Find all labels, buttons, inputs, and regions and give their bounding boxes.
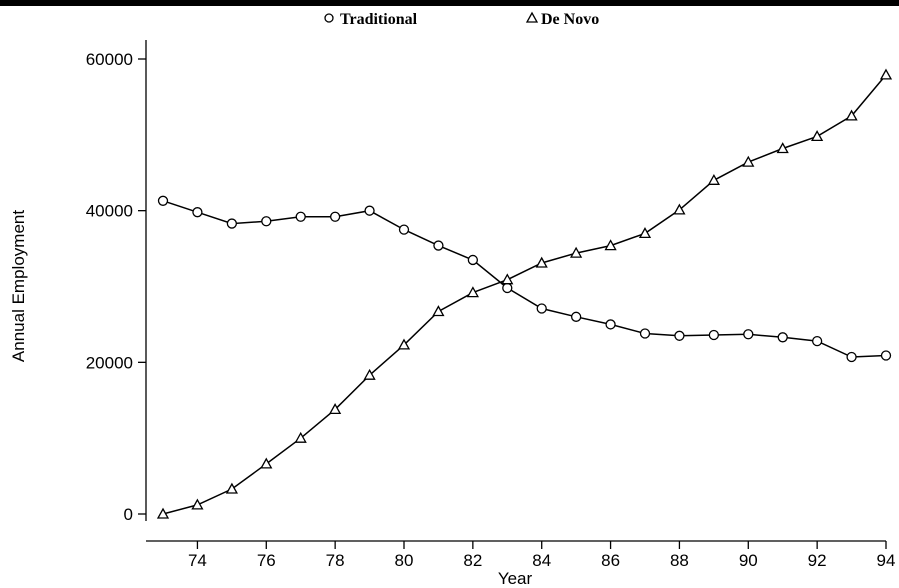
data-point-de-novo	[260, 457, 273, 469]
x-tick-label: 76	[257, 551, 276, 570]
top-border-line	[0, 0, 899, 6]
legend-label-de-novo: De Novo	[541, 11, 599, 28]
data-point-traditional	[674, 330, 685, 341]
series-line-traditional	[162, 200, 887, 358]
x-tick-label: 74	[188, 551, 207, 570]
data-point-traditional	[743, 329, 754, 340]
data-point-traditional	[846, 351, 857, 363]
data-point-traditional	[570, 311, 582, 322]
y-tick-label: 40000	[86, 202, 133, 221]
data-point-traditional	[605, 319, 616, 330]
data-point-de-novo	[363, 368, 376, 380]
data-point-traditional	[502, 282, 513, 294]
x-axis-title: Year	[498, 569, 533, 588]
x-tick-label: 84	[532, 551, 551, 570]
data-point-traditional	[433, 240, 444, 251]
data-point-de-novo	[501, 273, 514, 285]
legend-marker-traditional	[324, 13, 334, 23]
x-tick-label: 82	[463, 551, 482, 570]
y-axis-ticks: 0 20000 40000 60000	[86, 50, 146, 524]
data-point-de-novo	[638, 227, 652, 239]
data-point-traditional	[777, 332, 788, 343]
x-axis-ticks: 74 76 78 80 82 84 86 88 90 92 94	[188, 541, 895, 570]
data-point-traditional	[157, 195, 169, 206]
data-point-de-novo	[432, 305, 445, 317]
data-point-de-novo	[397, 338, 411, 350]
series-line-de-novo	[162, 74, 887, 515]
data-point-de-novo	[156, 507, 170, 519]
legend-marker-de-novo	[525, 11, 539, 23]
x-tick-label: 88	[670, 551, 689, 570]
data-point-traditional	[880, 350, 892, 361]
data-point-traditional	[639, 328, 651, 339]
x-tick-label: 86	[601, 551, 620, 570]
data-point-traditional	[295, 211, 306, 222]
x-tick-label: 94	[877, 551, 896, 570]
data-point-de-novo	[466, 286, 480, 298]
data-point-traditional	[192, 207, 203, 218]
x-tick-label: 78	[326, 551, 345, 570]
data-point-de-novo	[776, 142, 789, 154]
data-point-traditional	[329, 211, 341, 222]
data-point-traditional	[261, 216, 272, 227]
data-point-de-novo	[328, 403, 342, 415]
y-tick-label: 0	[124, 505, 133, 524]
data-point-de-novo	[294, 431, 307, 443]
data-point-de-novo	[742, 155, 755, 167]
data-point-de-novo	[225, 482, 239, 494]
data-point-traditional	[364, 205, 375, 216]
data-point-traditional	[467, 254, 479, 266]
legend: Traditional De Novo	[324, 11, 599, 28]
y-tick-label: 20000	[86, 353, 133, 372]
x-tick-label: 92	[808, 551, 827, 570]
data-point-traditional	[536, 303, 547, 314]
data-point-traditional	[226, 218, 238, 229]
data-point-de-novo	[707, 173, 721, 185]
data-point-de-novo	[604, 239, 617, 251]
data-point-traditional	[811, 335, 823, 347]
data-point-de-novo	[535, 256, 548, 268]
data-point-de-novo	[569, 246, 583, 258]
data-point-de-novo	[879, 68, 893, 80]
legend-label-traditional: Traditional	[340, 11, 418, 28]
y-tick-label: 60000	[86, 50, 133, 69]
data-point-traditional	[398, 224, 410, 235]
x-tick-label: 90	[739, 551, 758, 570]
plot-area	[156, 68, 893, 519]
x-tick-label: 80	[395, 551, 414, 570]
data-point-traditional	[708, 329, 720, 341]
data-point-de-novo	[845, 109, 858, 121]
y-axis-title: Annual Employment	[9, 210, 28, 362]
data-point-de-novo	[673, 203, 686, 215]
data-point-de-novo	[810, 130, 824, 142]
data-point-de-novo	[191, 498, 204, 510]
